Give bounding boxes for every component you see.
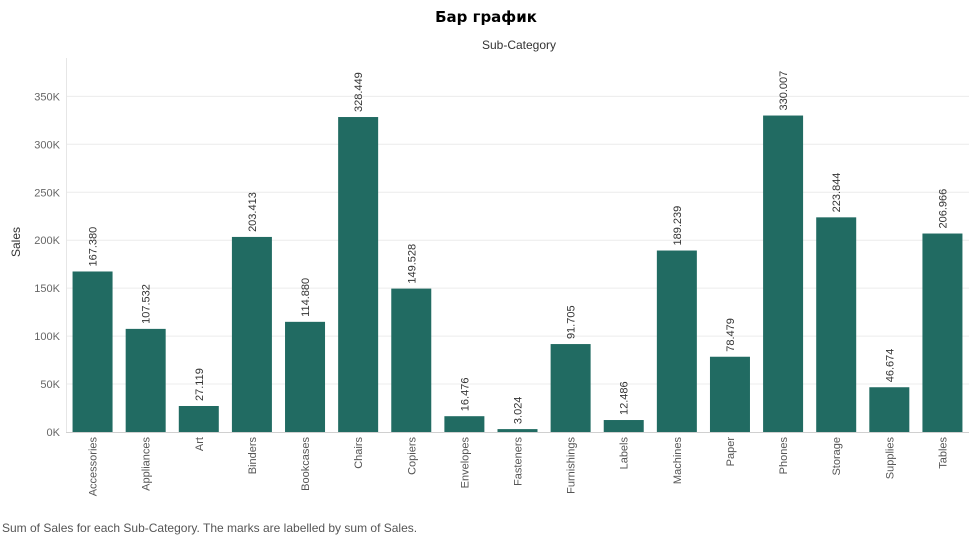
y-axis-label: Sales: [9, 227, 23, 257]
y-tick-label: 250K: [34, 187, 60, 199]
data-label: 189.239: [672, 206, 684, 246]
y-axis: 0K 50K 100K 150K 200K 250K 300K 350K: [34, 58, 67, 439]
x-tick-label: Accessories: [88, 437, 100, 497]
bar-tables[interactable]: [922, 233, 963, 432]
data-label: 3.024: [513, 397, 525, 425]
bar-copiers[interactable]: [391, 288, 432, 432]
y-tick-label: 150K: [34, 283, 60, 295]
bar-accessories[interactable]: [72, 271, 113, 432]
x-tick-label: Fasteners: [513, 437, 525, 486]
bar-paper[interactable]: [709, 356, 750, 432]
y-tick-label: 350K: [34, 91, 60, 103]
y-tick-label: 200K: [34, 235, 60, 247]
x-tick-label: Storage: [831, 437, 843, 476]
x-tick-label: Paper: [725, 437, 737, 467]
x-tick-label: Tables: [937, 437, 949, 469]
chart-caption: Sum of Sales for each Sub-Category. The …: [2, 521, 418, 535]
bar-envelopes[interactable]: [444, 416, 485, 432]
data-label: 107.532: [141, 284, 153, 324]
y-tick-label: 100K: [34, 331, 60, 343]
data-label: 149.528: [406, 244, 418, 284]
data-label: 328.449: [353, 72, 365, 112]
y-tick-label: 50K: [40, 379, 60, 391]
data-label: 206.966: [937, 189, 949, 229]
data-label: 27.119: [194, 368, 206, 401]
x-axis: Accessories Appliances Art Binders Bookcases…: [66, 432, 969, 497]
bar-fasteners[interactable]: [497, 429, 538, 432]
x-tick-label: Appliances: [141, 437, 153, 491]
x-tick-label: Binders: [247, 437, 259, 475]
data-label: 330.007: [778, 71, 790, 111]
data-labels: 167.380 107.532 27.119 203.413 114.880 328.44…: [88, 71, 950, 424]
data-label: 12.486: [619, 381, 631, 415]
x-tick-label: Copiers: [406, 437, 418, 475]
x-tick-label: Envelopes: [459, 437, 471, 489]
bar-art[interactable]: [178, 405, 219, 432]
data-label: 46.674: [884, 349, 896, 383]
data-label: 78.479: [725, 318, 737, 352]
bar-labels[interactable]: [603, 420, 644, 432]
data-label: 114.880: [300, 278, 312, 317]
x-tick-label: Machines: [672, 437, 684, 485]
bar-bookcases[interactable]: [285, 321, 326, 432]
data-label: 16.476: [459, 378, 471, 412]
chart-title: Бар график: [435, 8, 537, 26]
x-tick-label: Chairs: [353, 437, 365, 469]
column-header: Sub-Category: [481, 38, 557, 52]
data-label: 203.413: [247, 192, 259, 232]
x-tick-label: Bookcases: [300, 437, 312, 491]
bar-chairs[interactable]: [338, 117, 379, 433]
x-tick-label: Supplies: [884, 437, 896, 480]
bar-phones[interactable]: [763, 115, 804, 433]
bar-supplies[interactable]: [869, 387, 910, 432]
data-label: 91.705: [566, 305, 578, 339]
data-label: 167.380: [88, 227, 100, 267]
x-tick-label: Furnishings: [566, 437, 578, 494]
data-label: 223.844: [831, 173, 843, 213]
x-tick-label: Labels: [619, 437, 631, 470]
x-tick-label: Phones: [778, 437, 790, 475]
bar-appliances[interactable]: [125, 328, 166, 432]
bar-binders[interactable]: [231, 236, 272, 432]
y-tick-label: 300K: [34, 139, 60, 151]
y-tick-label: 0K: [47, 427, 61, 439]
bar-machines[interactable]: [656, 250, 697, 432]
bars: [72, 115, 963, 433]
bar-storage[interactable]: [816, 217, 857, 432]
x-tick-label: Art: [194, 437, 206, 451]
bar-furnishings[interactable]: [550, 344, 591, 432]
